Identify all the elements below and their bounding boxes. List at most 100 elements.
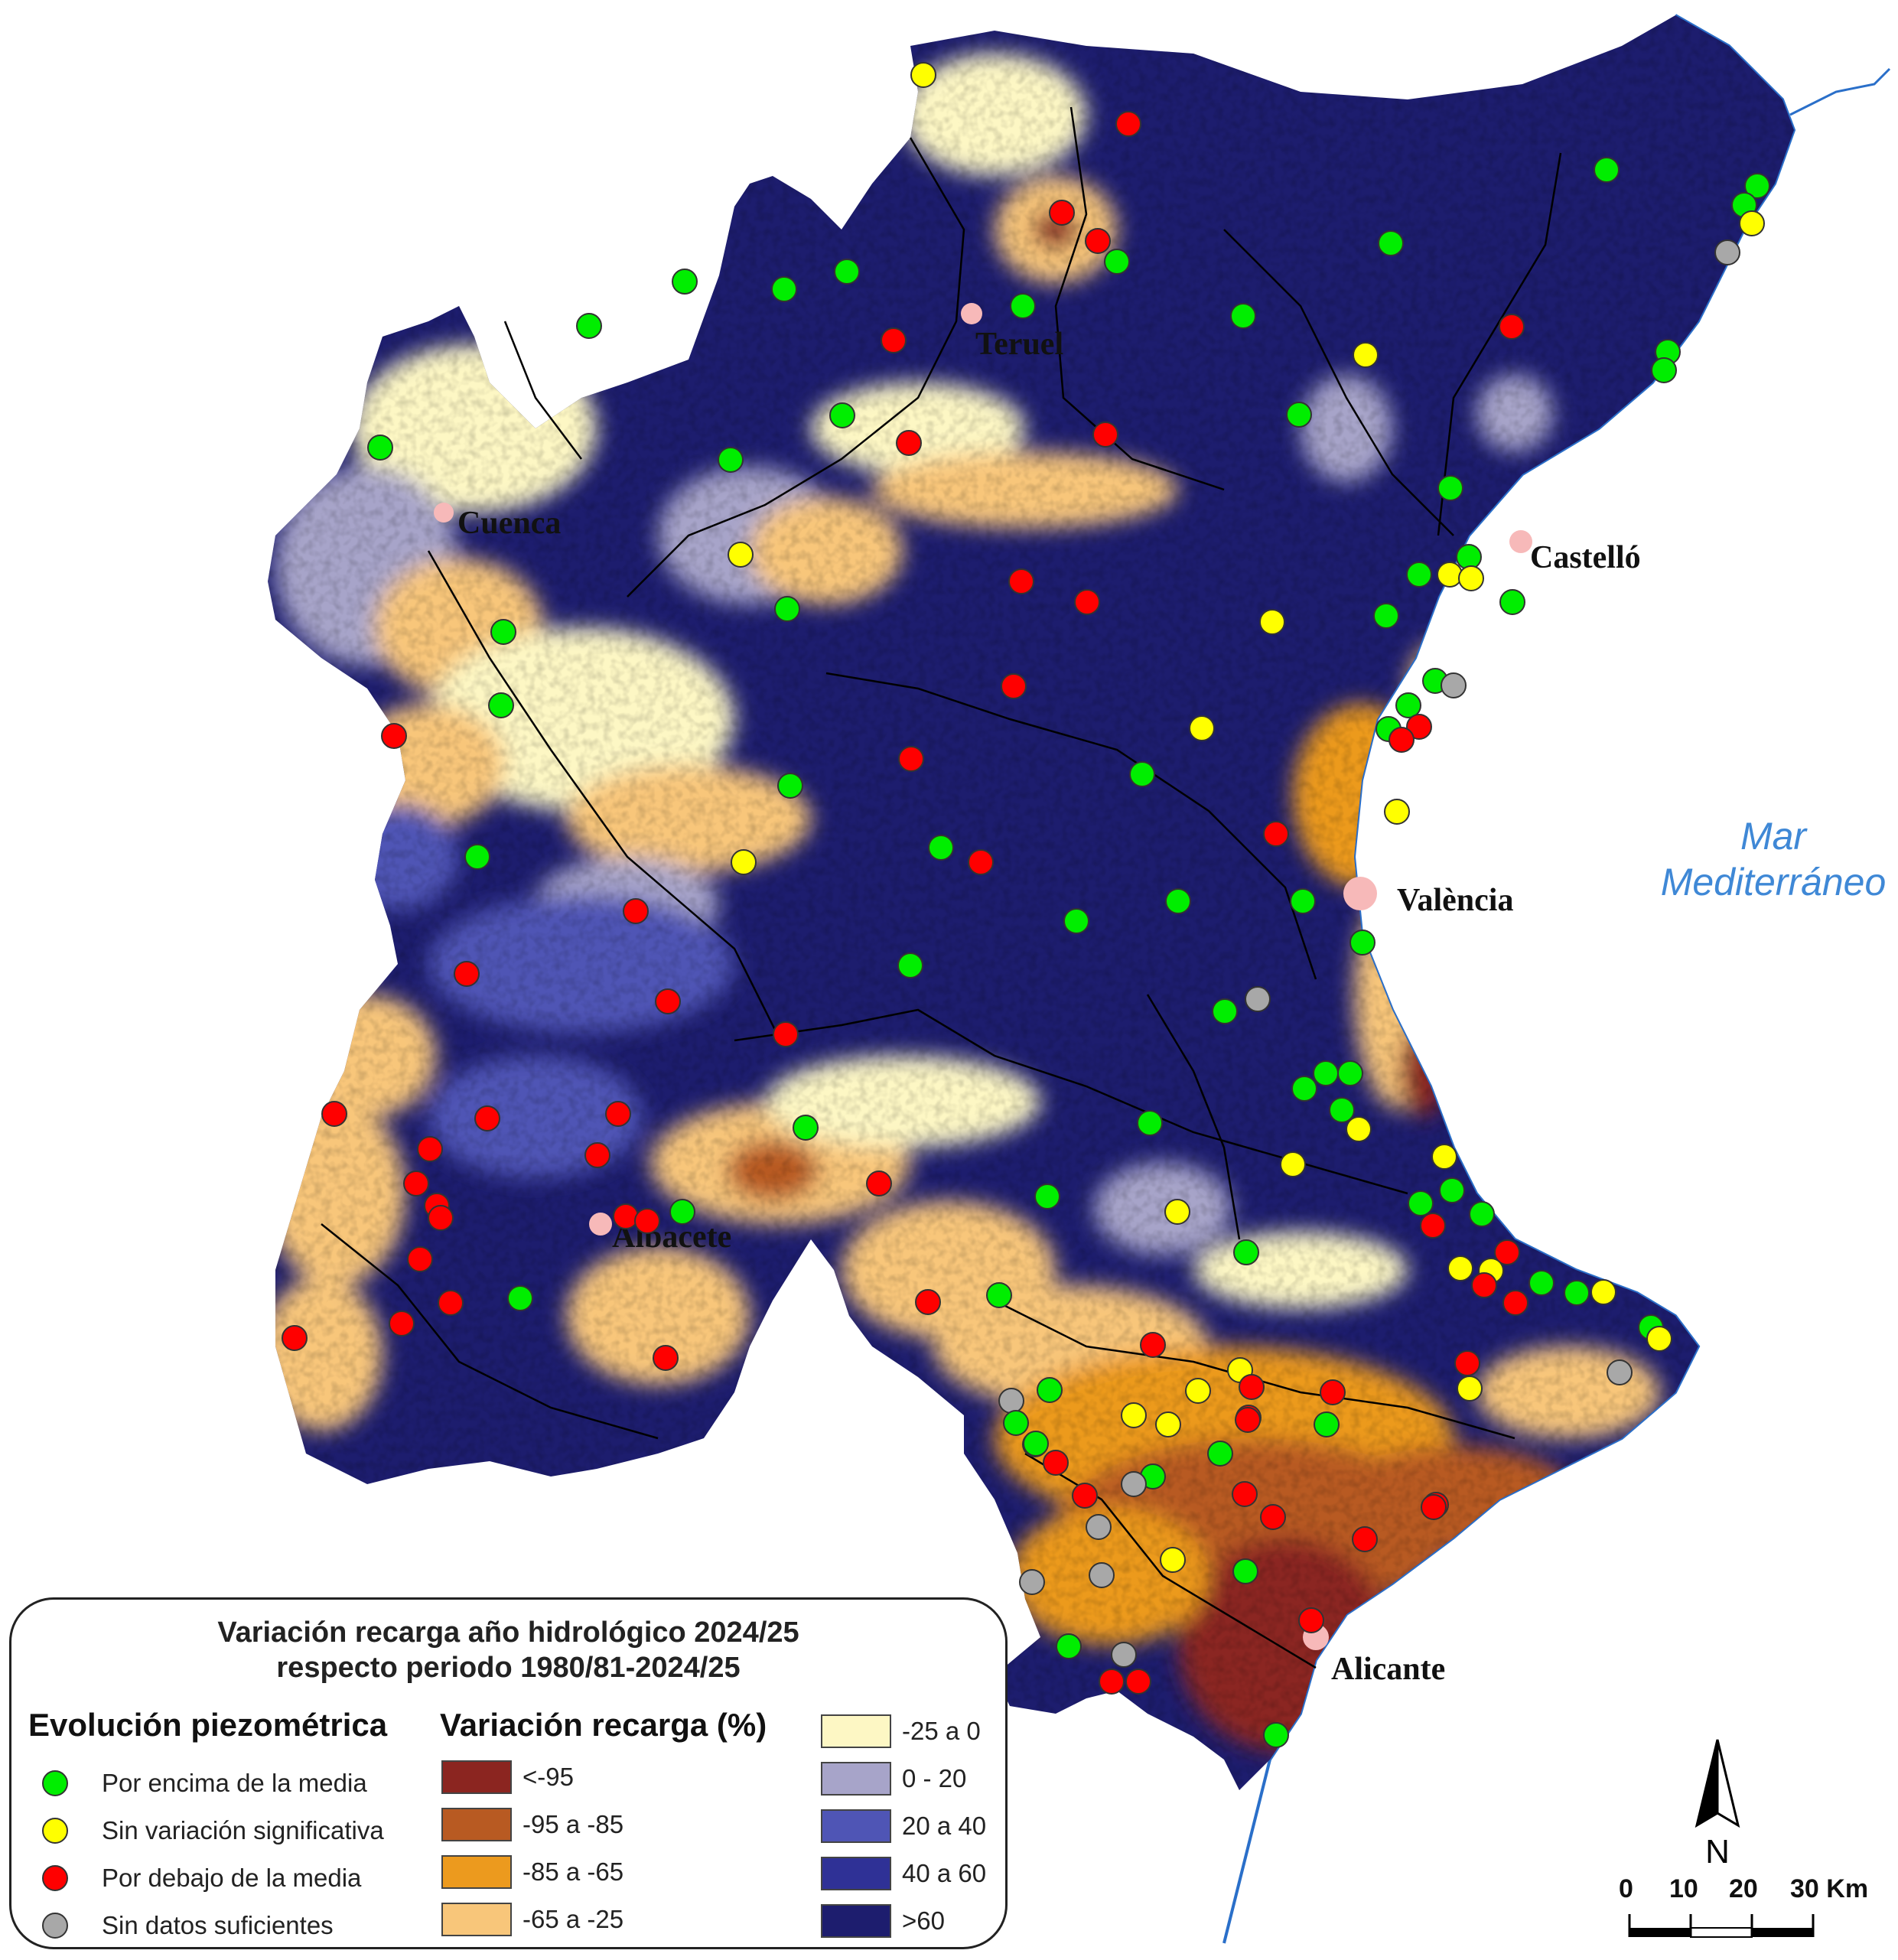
- piezometer-point: [1406, 714, 1432, 740]
- piezometer-point: [1019, 1569, 1045, 1595]
- piezometer-point: [1389, 727, 1415, 753]
- legend-recharge-label-6: 20 a 40: [902, 1812, 987, 1840]
- piezometer-point: [464, 844, 490, 870]
- piezometer-point: [1471, 1272, 1497, 1298]
- piezometer-point: [438, 1290, 464, 1316]
- piezometer-point: [1232, 1558, 1258, 1584]
- piezometer-point: [1207, 1441, 1233, 1467]
- piezometer-point: [1063, 908, 1089, 934]
- piezometer-point: [454, 961, 480, 987]
- piezometer-point: [1230, 303, 1256, 329]
- piezometer-point: [1502, 1290, 1528, 1316]
- piezometer-point: [1125, 1669, 1151, 1695]
- legend-piezo-heading: Evolución piezométrica: [28, 1707, 388, 1743]
- piezometer-points: [282, 62, 1770, 1748]
- piezometer-point: [389, 1310, 415, 1337]
- piezometer-point: [1421, 1494, 1447, 1520]
- piezometer-point: [1384, 799, 1410, 825]
- sea-label-line1: Mar: [1740, 815, 1808, 858]
- piezometer-point: [1406, 562, 1432, 588]
- piezometer-point: [829, 402, 855, 428]
- legend-recharge-swatch-5: [821, 1762, 891, 1796]
- piezometer-point: [1349, 930, 1375, 956]
- piezometer-point: [1456, 544, 1482, 570]
- piezometer-point: [1037, 1377, 1063, 1403]
- legend-recharge-swatch-2: [441, 1855, 512, 1889]
- piezometer-point: [1454, 1350, 1480, 1376]
- piezometer-point: [1263, 821, 1289, 847]
- city-label-cuenca: Cuenca: [457, 506, 561, 541]
- piezometer-point: [1499, 314, 1525, 340]
- piezometer-point: [1259, 609, 1285, 635]
- piezometer-point: [655, 988, 681, 1014]
- piezometer-point: [584, 1142, 610, 1168]
- piezometer-point: [1437, 475, 1463, 501]
- piezometer-point: [1089, 1562, 1115, 1588]
- scale-tick-30: 30 Km: [1790, 1874, 1869, 1903]
- piezometer-point: [428, 1205, 454, 1231]
- piezometer-point: [613, 1203, 639, 1229]
- piezometer-point: [1235, 1407, 1261, 1433]
- piezometer-point: [1646, 1326, 1672, 1352]
- piezometer-point: [1528, 1270, 1555, 1296]
- piezometer-point: [1714, 239, 1740, 265]
- legend-piezo-swatch-3: [42, 1913, 68, 1939]
- piezometer-point: [1232, 1481, 1258, 1507]
- north-label: N: [1705, 1833, 1730, 1867]
- piezometer-point: [1010, 293, 1036, 319]
- piezometer-point: [1337, 1060, 1363, 1086]
- piezometer-point: [1291, 1076, 1317, 1102]
- piezometer-point: [866, 1170, 892, 1197]
- piezometer-point: [731, 849, 757, 875]
- legend-title-line2: respecto periodo 1980/81-2024/25: [276, 1652, 741, 1684]
- piezometer-point: [718, 447, 744, 473]
- piezometer-point: [634, 1208, 660, 1234]
- piezometer-point: [1121, 1471, 1147, 1497]
- piezometer-point: [576, 313, 602, 339]
- piezometer-point: [623, 898, 649, 924]
- legend-recharge-label-5: 0 - 20: [902, 1764, 967, 1792]
- legend-piezo-swatch-0: [42, 1770, 68, 1796]
- piezometer-point: [1395, 692, 1421, 718]
- piezometer-point: [1072, 1483, 1098, 1509]
- piezometer-point: [1594, 157, 1620, 183]
- scale-tick-0: 0: [1619, 1874, 1633, 1903]
- legend-recharge-label-1: -95 a -85: [523, 1810, 624, 1838]
- piezometer-point: [1189, 715, 1215, 741]
- legend-recharge-swatch-0: [441, 1760, 512, 1794]
- legend-title-line1: Variación recarga año hidrológico 2024/2…: [217, 1617, 799, 1649]
- city-label-valencia: València: [1397, 883, 1513, 918]
- piezometer-point: [1104, 249, 1130, 275]
- piezometer-point: [490, 619, 516, 645]
- piezometer-point: [1420, 1213, 1446, 1239]
- piezometer-point: [1447, 1255, 1473, 1281]
- piezometer-point: [1313, 1060, 1339, 1086]
- legend-recharge-label-2: -85 a -65: [523, 1857, 624, 1886]
- piezometer-point: [773, 1021, 799, 1047]
- piezometer-point: [417, 1136, 443, 1162]
- piezometer-point: [898, 746, 924, 772]
- piezometer-point: [1469, 1201, 1495, 1227]
- legend-piezo-swatch-1: [42, 1818, 68, 1844]
- piezometer-point: [1314, 1411, 1340, 1437]
- piezometer-point: [1408, 1190, 1434, 1216]
- piezometer-point: [1140, 1332, 1166, 1358]
- piezometer-point: [672, 269, 698, 295]
- piezometer-point: [1346, 1116, 1372, 1142]
- piezometer-point: [986, 1282, 1012, 1308]
- piezometer-point: [605, 1101, 631, 1127]
- piezometer-point: [1034, 1183, 1060, 1210]
- piezometer-point: [1185, 1378, 1211, 1404]
- piezometer-point: [915, 1289, 941, 1315]
- piezometer-point: [1092, 422, 1118, 448]
- piezometer-point: [771, 276, 797, 302]
- piezometer-point: [1352, 1526, 1378, 1552]
- north-arrow: N: [1695, 1739, 1740, 1867]
- piezometer-point: [403, 1170, 429, 1197]
- piezometer-point: [1458, 565, 1484, 591]
- scale-tick-20: 20: [1729, 1874, 1758, 1903]
- piezometer-point: [777, 773, 803, 799]
- piezometer-point: [367, 435, 393, 461]
- piezometer-point: [1280, 1151, 1306, 1177]
- legend: Variación recarga año hidrológico 2024/2…: [9, 1597, 1008, 1949]
